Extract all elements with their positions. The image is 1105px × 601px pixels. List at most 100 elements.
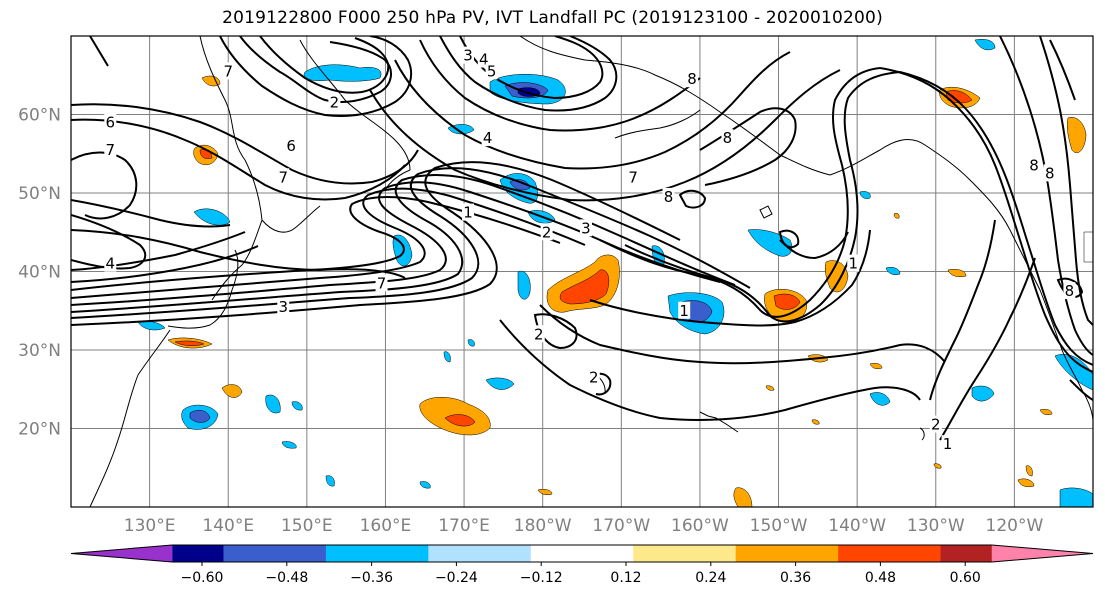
contour-label-halo — [721, 129, 734, 147]
pv-contour-26 — [369, 69, 841, 202]
pv-contour-42 — [1049, 39, 1076, 101]
colorbar-tick-label: −0.12 — [520, 570, 563, 586]
contour-label: 2 — [542, 223, 552, 241]
positive-anomaly-patches — [167, 75, 1087, 507]
contour-label-halo — [929, 415, 942, 433]
contour-label: 2 — [589, 368, 599, 386]
colorbar-segment — [428, 545, 532, 562]
contour-label: 4 — [479, 51, 489, 69]
pv-contour-9 — [624, 71, 901, 323]
lat-tick-label: 40°N — [18, 263, 61, 283]
pv-contour-39 — [699, 107, 797, 186]
colorbar-tick-label: 0.24 — [695, 570, 726, 586]
map-frame — [70, 35, 1094, 508]
contour-label-halo — [104, 113, 117, 131]
lon-tick-label: 140°W — [828, 516, 886, 536]
lon-tick-label: 170°W — [592, 516, 650, 536]
contour-label: 1 — [943, 435, 953, 453]
lon-tick-label: 150°E — [281, 516, 333, 536]
korea-coast — [261, 205, 321, 233]
pv-contour-6 — [71, 161, 681, 326]
lat-tick-label: 20°N — [18, 420, 61, 440]
pv-contour-7 — [71, 229, 406, 279]
contour-label: 1 — [679, 302, 689, 320]
contour-label-halo — [1028, 156, 1041, 174]
contour-label-halo — [662, 187, 675, 205]
contour-label-halo — [587, 368, 600, 386]
colorbar-segment — [633, 545, 737, 562]
pv-contour-3 — [71, 167, 751, 319]
pv-contour-43 — [1069, 379, 1093, 401]
lon-tick-label: 120°W — [986, 516, 1044, 536]
lon-tick-label: 160°E — [360, 516, 412, 536]
pv-contour-24 — [419, 39, 701, 132]
colorbar-segment — [530, 545, 634, 562]
contour-label: 7 — [628, 168, 638, 186]
colorbar-tick-labels: −0.60 −0.48 −0.36 −0.24 −0.12 0.12 0.24 0.36 0.4… — [181, 570, 981, 586]
pv-anomaly-fill — [137, 39, 1093, 507]
kamchatka-coast — [299, 39, 411, 171]
contour-label-halo — [579, 219, 592, 237]
pv-contour-2 — [71, 173, 736, 313]
colorbar-segment — [325, 545, 429, 562]
contour-label: 8 — [687, 70, 697, 88]
contour-label: 2 — [534, 325, 544, 343]
colorbar-tick-label: 0.36 — [780, 570, 811, 586]
lat-tick-label: 30°N — [18, 341, 61, 361]
contour-label: 8 — [1065, 282, 1075, 300]
contour-label-halo — [285, 136, 298, 154]
contour-label: 8 — [1045, 164, 1055, 182]
pv-contour-28 — [71, 118, 406, 201]
contour-label: 3 — [581, 219, 591, 237]
contour-label-halo — [1063, 282, 1076, 300]
lat-tick-label: 50°N — [18, 184, 61, 204]
lon-tick-label: 130°E — [124, 516, 176, 536]
pv-contour-20 — [259, 36, 390, 94]
pv-contour-10 — [589, 229, 871, 327]
pv-contour-29 — [71, 103, 419, 185]
contour-label-halo — [686, 70, 699, 88]
contour-label-halo — [277, 297, 290, 315]
hawaiian-islands — [699, 411, 739, 433]
contour-label-halo — [1043, 164, 1056, 182]
pv-contour-36 — [678, 189, 707, 209]
contour-label-halo — [462, 203, 475, 221]
contour-label-halo — [462, 46, 475, 64]
lon-tick-label: 180°W — [514, 516, 572, 536]
contour-label: 7 — [377, 274, 387, 292]
pv-contour-11 — [539, 304, 946, 365]
pv-contour-15 — [879, 67, 1093, 373]
contour-label-halo — [222, 62, 235, 80]
contour-label-halo — [532, 325, 545, 343]
contour-label: 8 — [723, 129, 733, 147]
lon-tick-label: 160°W — [671, 516, 729, 536]
contour-label: 8 — [664, 188, 674, 206]
colorbar-tick-label: −0.36 — [350, 570, 393, 586]
contour-label: 7 — [106, 141, 116, 159]
colorbar — [70, 544, 1094, 566]
graticule — [71, 36, 1093, 507]
lon-tick-label: 130°W — [907, 516, 965, 536]
pv-contour-13 — [929, 219, 996, 401]
pv-contour-17 — [999, 36, 1093, 356]
lon-tick-label: 170°E — [438, 516, 490, 536]
colorbar-outline — [70, 544, 1094, 563]
pacific-island-2 — [919, 427, 925, 441]
asia-coast — [199, 36, 263, 301]
pv-contour-1 — [71, 181, 721, 306]
pv-contour-4 — [71, 187, 586, 299]
contour-label-halo — [627, 168, 640, 186]
contour-label-halo — [847, 254, 860, 272]
contour-label-halo — [328, 93, 341, 111]
colorbar-tick-label: 0.60 — [950, 570, 981, 586]
contour-label: 4 — [106, 255, 116, 273]
pv-contour-5 — [71, 196, 561, 291]
colorbar-tick-label: −0.24 — [435, 570, 478, 586]
contour-label: 1 — [848, 255, 858, 273]
contour-label: 2 — [931, 416, 941, 434]
pv-contour-30 — [71, 199, 231, 228]
contour-label: 7 — [223, 62, 233, 80]
lat-tick-label: 60°N — [18, 106, 61, 126]
contour-label-halo — [277, 168, 290, 186]
